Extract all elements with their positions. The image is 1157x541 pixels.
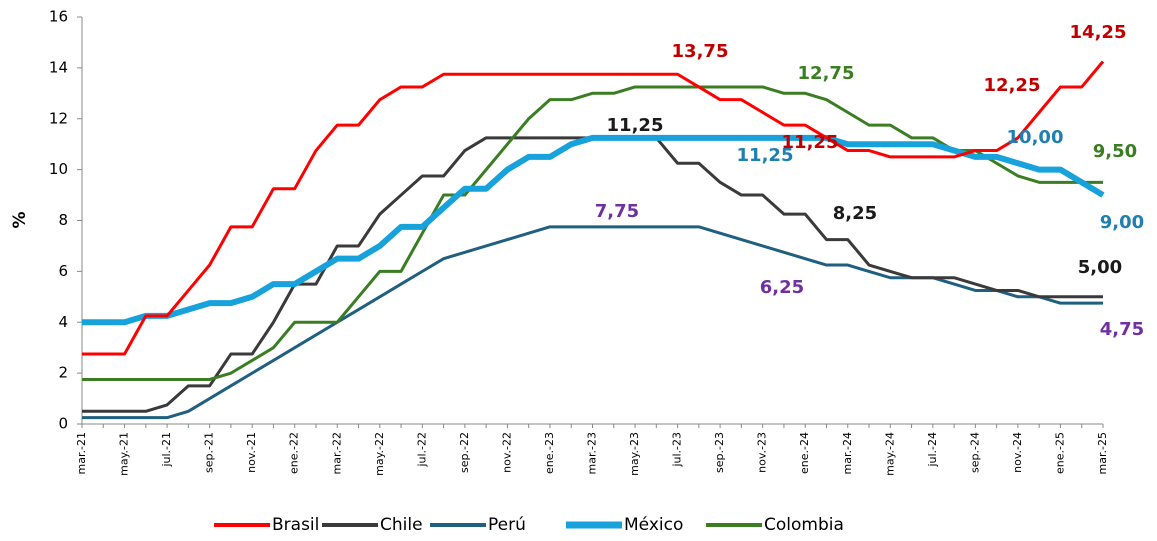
series-line <box>82 60 1105 356</box>
annotation: 14,25 <box>1070 22 1127 43</box>
annotation: 10,00 <box>1007 127 1064 148</box>
x-tick-label: may.-24 <box>883 432 896 476</box>
legend-label: Brasil <box>272 515 319 535</box>
annotation: 11,25 <box>607 115 664 136</box>
x-tick-label: jul.-23 <box>671 432 684 468</box>
annotation: 9,00 <box>1100 212 1144 233</box>
y-tick-label: 10 <box>49 160 68 178</box>
y-tick-label: 6 <box>58 262 68 280</box>
legend-label: Colombia <box>764 515 844 535</box>
x-tick-label: nov.-21 <box>245 432 258 473</box>
x-tick-label: mar.-23 <box>586 432 599 474</box>
x-tick-label: sep.-22 <box>458 432 471 473</box>
y-axis-label: % <box>10 211 30 228</box>
y-tick-label: 14 <box>49 58 68 76</box>
x-tick-label: sep.-23 <box>713 432 726 473</box>
legend-label: México <box>624 515 683 535</box>
annotation: 6,25 <box>760 277 804 298</box>
x-tick-label: mar.-24 <box>841 432 854 474</box>
legend-label: Chile <box>380 515 423 535</box>
x-tick-label: jul.-22 <box>415 432 428 468</box>
y-tick-label: 8 <box>58 211 68 229</box>
x-tick-label: nov.-23 <box>756 432 769 473</box>
series-line <box>82 85 1103 381</box>
y-tick-label: 4 <box>58 313 68 331</box>
x-tick-label: mar.-25 <box>1096 432 1109 474</box>
y-tick-label: 0 <box>58 415 68 433</box>
x-tick-label: sep.-24 <box>968 432 981 473</box>
annotation: 8,25 <box>833 203 877 224</box>
annotation: 13,75 <box>672 41 729 62</box>
legend-label: Perú <box>488 515 526 535</box>
series-line <box>82 134 1105 326</box>
x-tick-label: mar.-22 <box>330 432 343 474</box>
x-tick-label: may.-21 <box>118 432 131 476</box>
x-tick-label: sep.-21 <box>203 432 216 473</box>
annotation: 12,75 <box>798 63 855 84</box>
x-tick-label: may.-23 <box>628 432 641 476</box>
x-tick-label: ene.-24 <box>798 432 811 474</box>
annotation: 9,50 <box>1093 141 1137 162</box>
y-tick-label: 2 <box>58 364 68 382</box>
annotation: 7,75 <box>595 201 639 222</box>
x-tick-label: mar.-21 <box>75 432 88 474</box>
x-tick-label: nov.-22 <box>500 432 513 473</box>
annotation: 5,00 <box>1078 257 1122 278</box>
x-tick-label: jul.-21 <box>160 432 173 468</box>
x-tick-label: ene.-22 <box>288 432 301 474</box>
series-line <box>82 225 1103 420</box>
annotation: 11,25 <box>782 132 839 153</box>
annotation: 12,25 <box>984 75 1041 96</box>
y-tick-label: 16 <box>49 8 68 26</box>
annotation: 11,25 <box>737 145 794 166</box>
y-tick-label: 12 <box>49 109 68 127</box>
x-tick-label: nov.-24 <box>1011 432 1024 473</box>
x-tick-label: may.-22 <box>373 432 386 476</box>
annotation: 4,75 <box>1100 319 1144 340</box>
x-tick-label: ene.-23 <box>543 432 556 474</box>
x-tick-label: ene.-25 <box>1053 432 1066 474</box>
x-tick-label: jul.-24 <box>926 432 939 468</box>
